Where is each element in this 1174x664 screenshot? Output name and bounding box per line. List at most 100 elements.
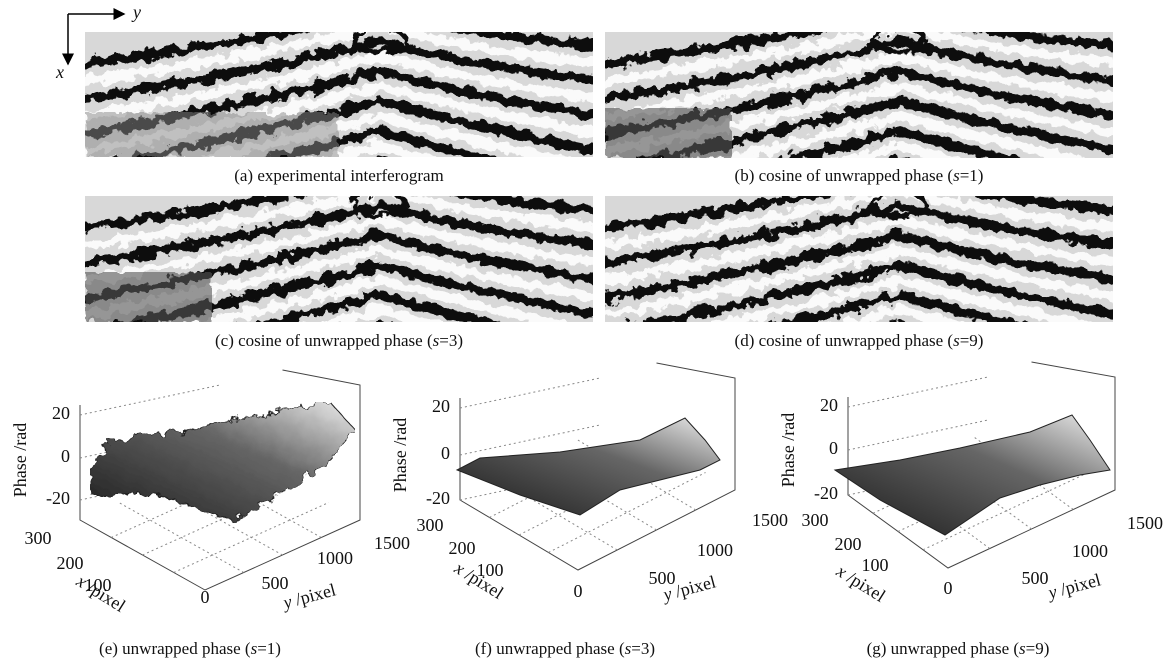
z-axis-label: Phase /rad	[10, 423, 30, 497]
fringe	[837, 141, 961, 158]
text-part: =9)	[1026, 639, 1050, 658]
caption: (d) cosine of unwrapped phase (s=9)	[735, 331, 984, 350]
z-tick-label: 0	[441, 443, 450, 463]
fringe	[605, 245, 1113, 321]
fringe	[605, 230, 1113, 303]
fringe-image	[85, 32, 593, 157]
text-part: (f) unwrapped phase (	[475, 639, 625, 658]
x-tick-label: 100	[85, 575, 112, 595]
caption: (c) cosine of unwrapped phase (s=3)	[215, 331, 463, 350]
floor-grid	[118, 502, 244, 573]
caption: (a) experimental interferogram	[234, 166, 444, 185]
text-part: =9)	[960, 331, 984, 350]
fringe	[85, 36, 593, 104]
z-tick-label: -20	[46, 488, 70, 508]
text-part: =1)	[257, 639, 281, 658]
text-part: (g) unwrapped phase (	[867, 639, 1020, 658]
caption: (f) unwrapped phase (s=3)	[475, 639, 655, 658]
y-tick-label: 1000	[697, 540, 733, 560]
noise-patch	[605, 108, 732, 158]
text-part: (c) cosine of unwrapped phase (	[215, 331, 433, 350]
x-tick-label: 300	[25, 528, 52, 548]
caption: (e) unwrapped phase (s=1)	[99, 639, 281, 658]
y-tick-label: 1500	[374, 533, 410, 553]
z-tick-label: 0	[829, 438, 838, 458]
noise-band	[85, 112, 339, 157]
z-tick-label: 20	[820, 395, 838, 415]
y-tick-label: 500	[649, 568, 676, 588]
wall-grid	[79, 384, 221, 416]
y-tick-label: 500	[1022, 568, 1049, 588]
text-part: s	[433, 331, 440, 350]
text-part: (d) cosine of unwrapped phase (	[735, 331, 954, 350]
fringe-image	[605, 32, 1113, 158]
surface	[455, 417, 721, 516]
fringe	[605, 196, 1113, 251]
fringe	[85, 196, 593, 251]
surface	[89, 401, 356, 524]
z-tick-label: -20	[426, 488, 450, 508]
x-dir-label: x	[55, 62, 64, 82]
x-tick-label: 100	[477, 560, 504, 580]
fringe	[317, 305, 441, 322]
fringe	[85, 215, 593, 286]
z-tick-label: 20	[432, 396, 450, 416]
center-ring	[871, 32, 929, 55]
fringe	[837, 305, 961, 322]
z-tick-label: 0	[61, 446, 70, 466]
wall-grid	[459, 424, 601, 456]
fringe	[605, 32, 1113, 87]
text-part: =3)	[631, 639, 655, 658]
z-tick-label: -20	[814, 483, 838, 503]
fringe	[605, 51, 1113, 122]
z-axis-label: Phase /rad	[778, 413, 798, 487]
x-tick-label: 200	[449, 538, 476, 558]
fringe	[257, 290, 502, 322]
x-tick-label: 0	[574, 581, 583, 601]
fringe	[605, 36, 1113, 104]
fringe	[711, 111, 1091, 158]
fringe	[321, 141, 438, 157]
fringe	[85, 196, 593, 233]
fringe	[85, 32, 593, 69]
fringe	[85, 51, 593, 122]
text-part: (e) unwrapped phase (	[99, 639, 251, 658]
text-part: =1)	[960, 166, 984, 185]
noise-patch	[85, 272, 212, 322]
y-tick-label: 1000	[317, 548, 353, 568]
text-part: s	[1019, 639, 1026, 658]
x-tick-label: 200	[57, 553, 84, 573]
caption: (g) unwrapped phase (s=9)	[867, 639, 1050, 658]
text-part: (b) cosine of unwrapped phase (	[735, 166, 954, 185]
wall-grid	[847, 376, 989, 408]
x-tick-label: 300	[802, 510, 829, 530]
fringe-image	[605, 196, 1113, 322]
text-part: s	[953, 331, 960, 350]
floor-grid	[922, 471, 1091, 551]
text-part: (a) experimental interferogram	[234, 166, 444, 185]
fringe	[637, 260, 1113, 322]
text-part: /pixel	[1054, 570, 1103, 601]
fringe	[191, 275, 571, 322]
y-tick-label: 1500	[1127, 513, 1163, 533]
x-tick-label: 300	[417, 515, 444, 535]
fringe	[605, 32, 1113, 69]
wall-grid	[459, 377, 601, 409]
fringe	[777, 126, 1022, 158]
x-tick-label: 200	[835, 534, 862, 554]
center-ring	[871, 196, 929, 219]
x-tick-label: 0	[201, 587, 210, 607]
z-tick-label: 20	[52, 403, 70, 423]
y-tick-label: 1500	[752, 510, 788, 530]
wall-grid	[847, 419, 989, 451]
fringe	[605, 215, 1113, 286]
text-part: =3)	[439, 331, 463, 350]
x-tick-label: 100	[862, 555, 889, 575]
fringe	[196, 111, 567, 157]
floor-grid	[173, 502, 329, 573]
text-part: s	[953, 166, 960, 185]
surface	[833, 414, 1111, 536]
fringe	[605, 196, 1113, 233]
floor-grid	[157, 484, 283, 556]
